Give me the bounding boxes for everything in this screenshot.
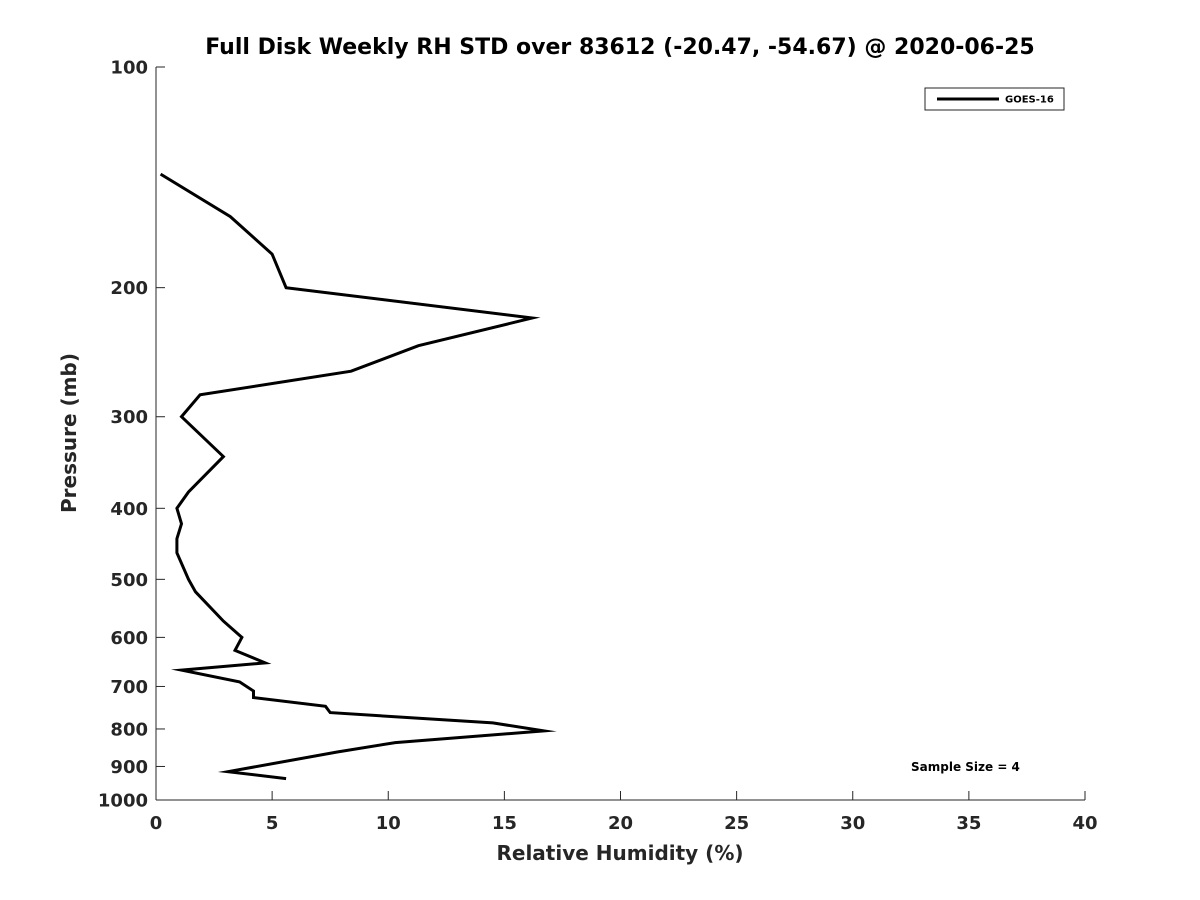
x-tick-label: 0 xyxy=(150,813,163,834)
series-group xyxy=(159,172,557,781)
series-line-goes-16 xyxy=(159,172,557,781)
y-tick-label: 900 xyxy=(110,757,148,778)
y-tick-label: 600 xyxy=(110,628,148,649)
x-tick-label: 25 xyxy=(724,813,749,834)
legend-entry-goes-16: GOES-16 xyxy=(1005,95,1054,106)
x-ticks: 0 5 10 15 20 25 30 35 40 xyxy=(150,791,1098,834)
x-tick-label: 40 xyxy=(1072,813,1097,834)
y-tick-label: 400 xyxy=(110,499,148,520)
chart-title: Full Disk Weekly RH STD over 83612 (-20.… xyxy=(205,35,1035,60)
x-tick-label: 30 xyxy=(840,813,865,834)
y-tick-label: 800 xyxy=(110,719,148,740)
y-tick-label: 200 xyxy=(110,278,148,299)
sample-size-annotation: Sample Size = 4 xyxy=(911,760,1020,774)
x-tick-label: 5 xyxy=(266,813,279,834)
x-tick-label: 35 xyxy=(956,813,981,834)
legend: GOES-16 xyxy=(924,87,1065,111)
x-axis-label: Relative Humidity (%) xyxy=(496,841,743,865)
x-tick-label: 10 xyxy=(376,813,401,834)
y-tick-label: 500 xyxy=(110,570,148,591)
y-tick-label: 300 xyxy=(110,407,148,428)
y-tick-label: 700 xyxy=(110,677,148,698)
y-ticks: 100 200 300 400 500 600 700 800 900 1000 xyxy=(98,58,165,812)
y-axis-label: Pressure (mb) xyxy=(57,353,81,513)
x-tick-label: 20 xyxy=(608,813,633,834)
y-tick-label: 1000 xyxy=(98,791,148,812)
x-tick-label: 15 xyxy=(492,813,517,834)
y-tick-label: 100 xyxy=(110,58,148,79)
